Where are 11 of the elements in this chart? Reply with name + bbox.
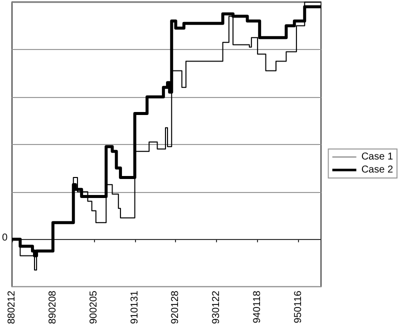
x-tick-label: 940118 [252,290,264,324]
legend-label: Case 2 [361,164,394,176]
x-tick-label: 880212 [6,290,18,324]
x-tick-label: 890208 [47,290,58,324]
x-tick-label: 910131 [129,290,140,324]
x-tick-label: 920128 [170,290,182,324]
x-tick-label: 950116 [292,290,304,324]
x-tick-label: 900205 [88,290,100,324]
legend-label: Case 1 [361,152,394,162]
text: 0 [2,232,8,244]
x-tick-label: 930122 [211,290,222,324]
